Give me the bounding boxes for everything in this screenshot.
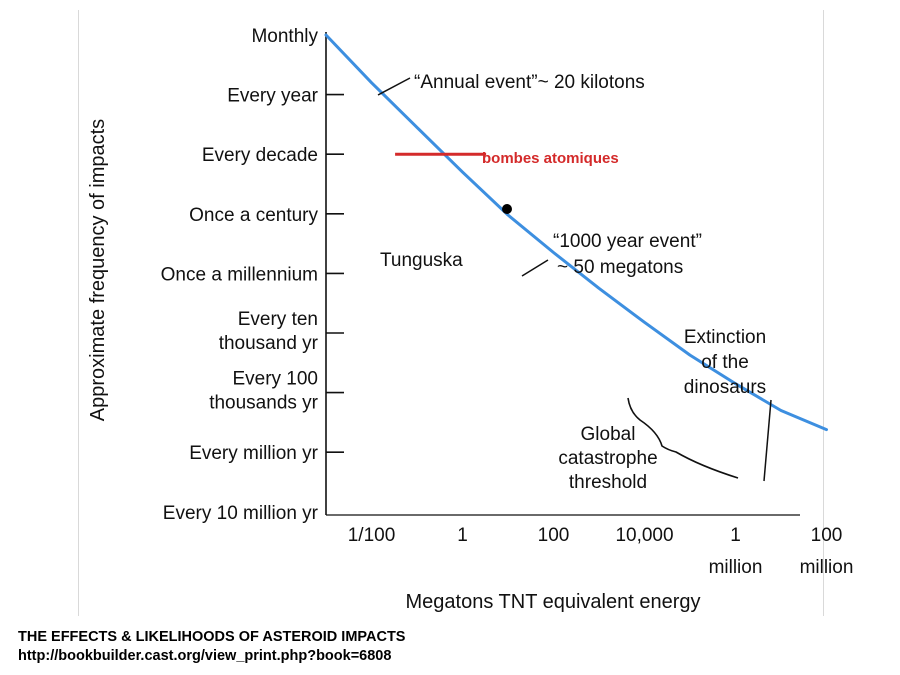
x-tick-label: 100 [538,525,570,546]
extinction-pointer [763,399,772,482]
y-tick-label: Monthly [251,26,318,47]
global-threshold-brace [627,397,739,479]
caption-source: http://bookbuilder.cast.org/view_print.p… [18,648,392,664]
y-tick-label-line: Every decade [202,145,318,166]
x-tick-label-line: 100 [811,525,843,546]
x-tick-label-line: 100 [538,525,570,546]
global-threshold-label-line: threshold [569,472,647,493]
tunguska-point [502,203,512,214]
y-tick-label-line: Once a millennium [161,264,318,285]
millennium-event-label-2: ~ 50 megatons [557,257,683,278]
y-tick-label: Every 100 thousands yr [209,369,318,414]
y-tick-label-line: thousand yr [219,333,319,354]
extinction-label-line: Extinction [684,327,766,348]
caption: THE EFFECTS & LIKELIHOODS OF ASTEROID IM… [18,628,405,666]
extinction-label-line: dinosaurs [684,377,766,398]
y-tick-label-line: thousands yr [209,393,318,414]
x-ticks: 1/100 1 100 10,000 1 million 100 million [348,525,854,578]
y-tick-label: Every million yr [189,443,318,464]
x-tick-label: 1 [457,525,468,546]
impact-frequency-curve [324,33,828,432]
x-tick-label: 10,000 [615,525,673,546]
y-tick-label-line: Every million yr [189,443,318,464]
annual-event-pointer [377,77,411,96]
y-tick-label-line: Monthly [251,26,318,47]
global-threshold-label-line: Global [581,424,636,445]
y-tick-label: Every ten thousand yr [219,309,319,354]
x-tick-label: 1 million [709,525,763,578]
bombes-atomiques-label: bombes atomiques [482,150,619,167]
millennium-event-pointer [521,259,549,277]
millennium-event-label-1: “1000 year event” [553,231,702,252]
global-threshold-label-line: catastrophe [558,448,657,469]
y-ticks: Monthly Every year Every decade Once a cent… [161,26,344,524]
series [324,33,828,432]
y-tick-label: Once a millennium [161,264,318,285]
x-tick-label-line: million [800,557,854,578]
annotations: “Annual event”~ 20 kilotons bombes atomiq… [377,72,772,493]
y-tick-label-line: Every year [227,86,318,107]
extinction-label: Extinction of the dinosaurs [684,327,766,398]
x-tick-label-line: 1/100 [348,525,396,546]
y-tick-label-line: Once a century [189,205,318,226]
y-axis-label: Approximate frequency of impacts [87,119,109,421]
figure-frame [78,10,824,616]
y-tick-label-line: Every 10 million yr [163,503,319,524]
x-tick-label-line: 1 [457,525,468,546]
caption-title: THE EFFECTS & LIKELIHOODS OF ASTEROID IM… [18,629,406,645]
x-tick-label-line: 1 [730,525,741,546]
y-tick-label: Every 10 million yr [163,503,319,524]
tunguska-label: Tunguska [380,250,463,271]
global-threshold-label: Global catastrophe threshold [558,424,657,493]
y-tick-label: Once a century [189,205,318,226]
y-tick-label: Every year [227,86,318,107]
asteroid-impact-chart: Monthly Every year Every decade Once a cent… [87,26,854,613]
x-axis-label: Megatons TNT equivalent energy [406,591,701,613]
y-tick-label: Every decade [202,145,318,166]
x-tick-label-line: million [709,557,763,578]
x-tick-label: 100 million [800,525,854,578]
extinction-label-line: of the [701,352,749,373]
y-tick-label-line: Every 100 [232,369,318,390]
annual-event-label: “Annual event”~ 20 kilotons [414,72,645,93]
y-tick-label-line: Every ten [238,309,318,330]
x-tick-label-line: 10,000 [615,525,673,546]
x-tick-label: 1/100 [348,525,396,546]
